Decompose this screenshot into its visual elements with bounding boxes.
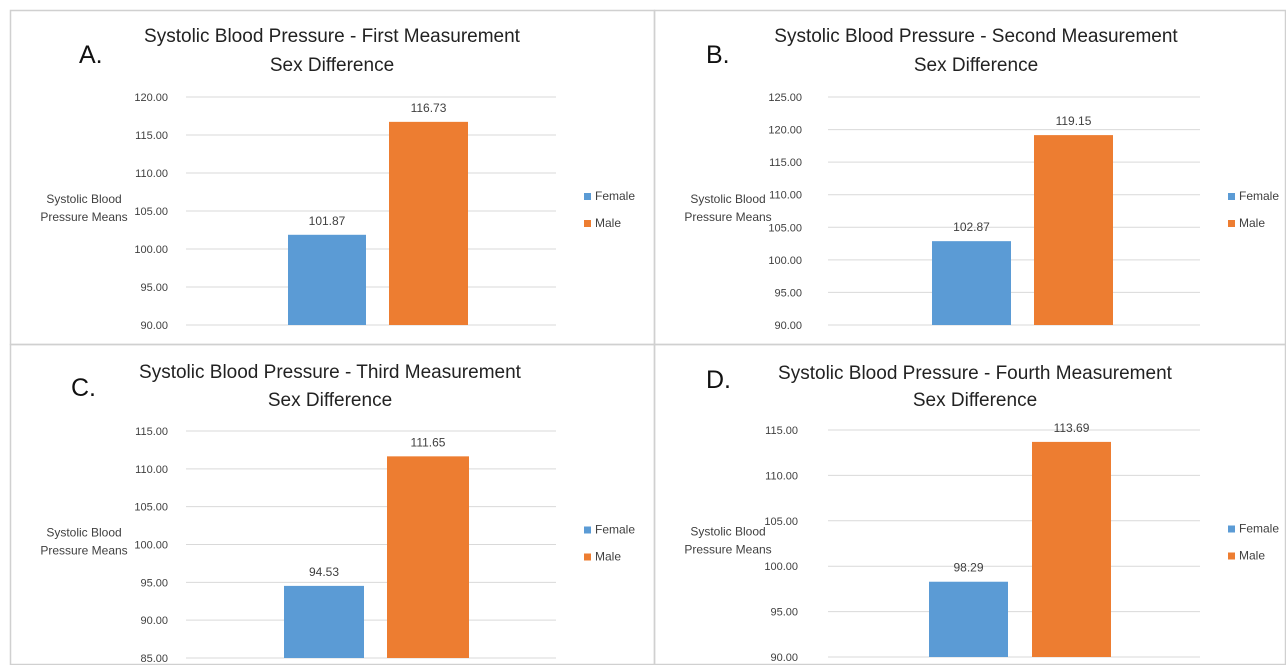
y-tick-label: 105.00	[768, 222, 802, 234]
y-tick-label: 105.00	[134, 206, 168, 218]
chart-subtitle: Sex Difference	[913, 390, 1037, 411]
data-label: 116.73	[411, 101, 447, 115]
legend-label-male: Male	[595, 216, 621, 230]
chart-panel-c: C. Systolic Blood Pressure - Third Measur…	[40, 362, 635, 665]
chart-panel-d: D. Systolic Blood Pressure - Fourth Measu…	[684, 363, 1279, 664]
y-tick-label: 115.00	[135, 426, 168, 438]
data-label: 94.53	[309, 565, 339, 579]
panel-label: A.	[79, 41, 103, 69]
bar-female	[932, 241, 1011, 325]
legend-swatch-male	[1228, 220, 1235, 227]
y-tick-label: 120.00	[134, 92, 168, 104]
y-tick-label: 110.00	[135, 168, 168, 180]
y-tick-label: 125.00	[768, 92, 802, 104]
bar-male	[389, 121, 468, 326]
y-tick-label: 100.00	[134, 244, 168, 256]
legend-swatch-female	[1228, 525, 1235, 533]
chart-title: Systolic Blood Pressure - First Measurem…	[144, 26, 521, 47]
legend-label-female: Female	[595, 189, 635, 203]
legend-label-female: Female	[595, 523, 635, 537]
chart-title: Systolic Blood Pressure - Fourth Measure…	[778, 363, 1173, 384]
y-tick-label: 95.00	[140, 282, 168, 294]
bar-female	[288, 234, 366, 325]
y-tick-label: 115.00	[765, 425, 798, 437]
y-tick-label: 90.00	[140, 320, 168, 332]
y-tick-label: 100.00	[134, 540, 168, 552]
data-label: 111.65	[411, 435, 446, 449]
legend-swatch-female	[584, 193, 591, 200]
y-tick-label: 95.00	[140, 577, 168, 589]
y-tick-label: 110.00	[135, 464, 168, 476]
data-label: 98.29	[953, 561, 983, 575]
chart-panel-b: B. Systolic Blood Pressure - Second Measu…	[684, 26, 1279, 332]
legend-swatch-male	[584, 220, 591, 227]
data-label: 101.87	[309, 214, 346, 228]
y-tick-label: 115.00	[769, 157, 802, 169]
bar-male	[387, 456, 469, 658]
y-tick-label: 120.00	[768, 125, 802, 137]
chart-title: Systolic Blood Pressure - Third Measurem…	[139, 362, 522, 383]
chart-subtitle: Sex Difference	[268, 390, 392, 411]
panel-label: C.	[71, 374, 96, 402]
bar-female	[284, 585, 364, 658]
y-tick-label: 90.00	[140, 615, 168, 627]
y-tick-label: 95.00	[774, 287, 802, 299]
data-label: 102.87	[953, 220, 990, 234]
y-tick-label: 110.00	[765, 470, 798, 482]
bar-female	[929, 581, 1008, 657]
bar-male	[1032, 441, 1111, 657]
legend-swatch-female	[584, 526, 591, 534]
y-tick-label: 95.00	[770, 607, 798, 619]
legend-swatch-female	[1228, 193, 1235, 200]
y-tick-label: 105.00	[764, 516, 798, 528]
y-tick-label: 100.00	[764, 561, 798, 573]
y-tick-label: 110.00	[769, 190, 802, 202]
legend-label-male: Male	[595, 550, 621, 564]
chart-title: Systolic Blood Pressure - Second Measure…	[774, 26, 1178, 47]
legend-label-male: Male	[1239, 216, 1265, 230]
y-tick-label: 85.00	[140, 653, 168, 665]
data-label: 119.15	[1056, 114, 1092, 128]
bar-male	[1034, 135, 1113, 325]
data-label: 113.69	[1054, 421, 1090, 435]
y-tick-label: 105.00	[134, 502, 168, 514]
y-axis-label: Systolic Blood Pressure Means	[40, 192, 127, 224]
chart-subtitle: Sex Difference	[270, 55, 394, 76]
legend-swatch-male	[1228, 552, 1235, 560]
y-axis-label: Systolic Blood Pressure Means	[684, 192, 771, 224]
legend-swatch-male	[584, 553, 591, 561]
y-tick-label: 100.00	[768, 255, 802, 267]
y-axis-label: Systolic Blood Pressure Means	[40, 526, 127, 558]
chart-panel-a: A. Systolic Blood Pressure - First Measur…	[40, 26, 635, 332]
panel-label: B.	[706, 41, 730, 69]
legend-label-female: Female	[1239, 189, 1279, 203]
legend-label-female: Female	[1239, 522, 1279, 536]
chart-subtitle: Sex Difference	[914, 55, 1038, 76]
y-axis-label: Systolic Blood Pressure Means	[684, 525, 771, 557]
panel-label: D.	[706, 366, 731, 394]
legend-label-male: Male	[1239, 549, 1265, 563]
y-tick-label: 90.00	[774, 320, 802, 332]
y-tick-label: 90.00	[770, 652, 798, 664]
y-tick-label: 115.00	[135, 130, 168, 142]
